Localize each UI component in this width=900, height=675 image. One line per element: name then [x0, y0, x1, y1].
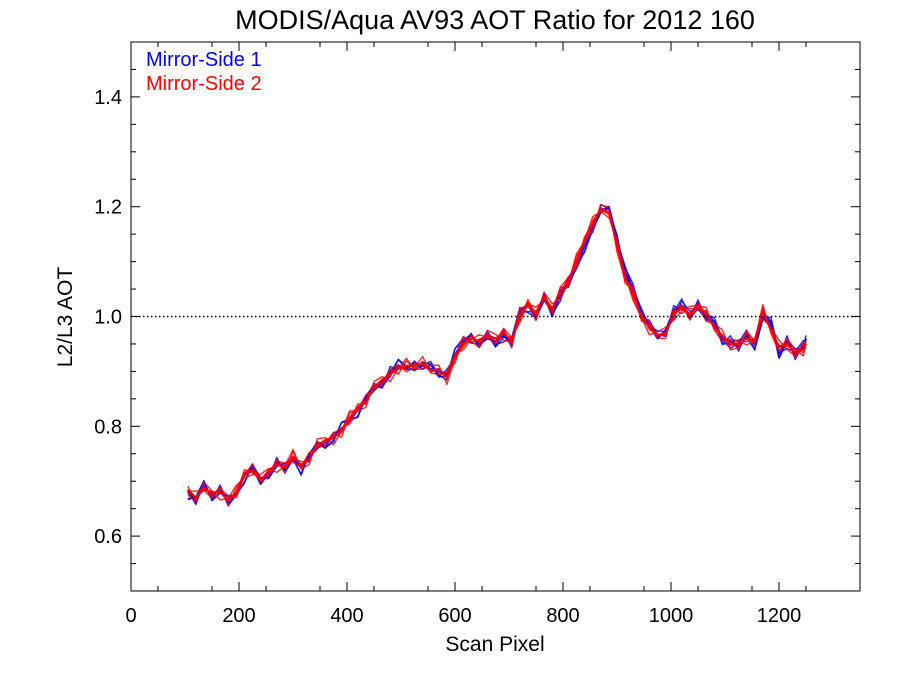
- series-line-variant: [187, 208, 807, 506]
- series-line-variant: [187, 207, 807, 501]
- x-tick-label: 600: [438, 605, 471, 627]
- series-line-variant: [187, 210, 807, 500]
- y-tick-label: 0.8: [94, 416, 122, 438]
- legend-entry: Mirror-Side 1: [146, 49, 262, 71]
- legend-entry: Mirror-Side 2: [146, 73, 262, 95]
- x-tick-label: 0: [125, 605, 136, 627]
- series-line-variant: [187, 204, 807, 503]
- chart-title: MODIS/Aqua AV93 AOT Ratio for 2012 160: [235, 5, 755, 35]
- series-line-variant: [187, 206, 807, 507]
- series-line: [186, 205, 807, 505]
- y-tick-label: 1.0: [94, 307, 122, 329]
- y-tick-label: 0.6: [94, 526, 122, 548]
- y-axis-label: L2/L3 AOT: [54, 267, 77, 368]
- x-tick-label: 200: [222, 605, 255, 627]
- series-line-variant: [187, 203, 807, 502]
- series-line-variant: [187, 207, 807, 502]
- series-line: [186, 208, 807, 502]
- x-tick-label: 800: [546, 605, 579, 627]
- x-axis-label: Scan Pixel: [445, 633, 544, 656]
- y-tick-label: 1.4: [94, 87, 122, 109]
- x-tick-label: 400: [330, 605, 363, 627]
- y-tick-label: 1.2: [94, 197, 122, 219]
- x-tick-label: 1200: [757, 605, 802, 627]
- x-tick-label: 1000: [649, 605, 694, 627]
- axis-layer: 0 200 400 600 800 1000 1200 0.6 0.8 1.0 1.2 1.4: [94, 42, 860, 627]
- series-layer: [186, 203, 807, 507]
